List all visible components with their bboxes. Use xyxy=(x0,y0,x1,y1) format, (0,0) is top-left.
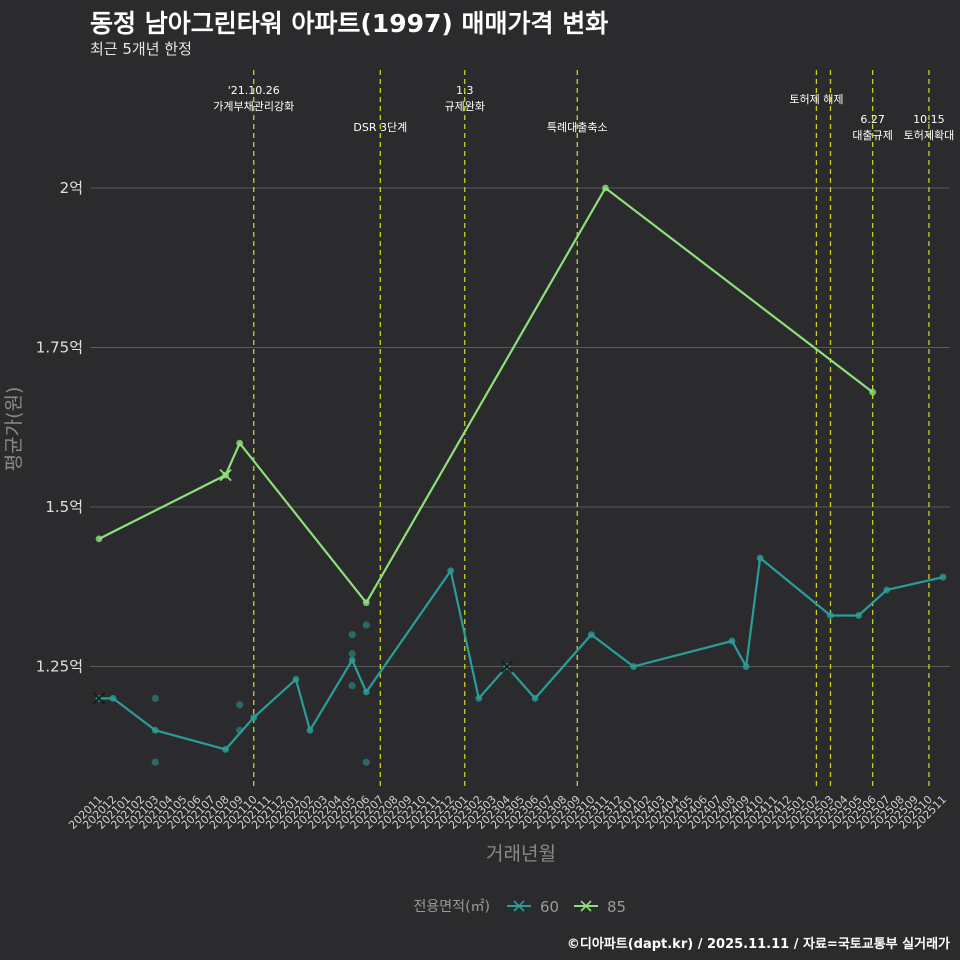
y-tick-label: 1.5억 xyxy=(45,498,83,516)
series-60-vertex xyxy=(855,612,862,619)
series-60-point xyxy=(348,650,356,658)
series-60-vertex xyxy=(362,688,370,696)
legend-title: 전용면적(㎡) xyxy=(414,899,490,915)
series-85-vertex xyxy=(602,184,609,192)
x-axis-title: 거래년월 xyxy=(486,843,556,865)
series-60-point xyxy=(236,701,244,709)
series-60-vertex xyxy=(306,726,314,734)
series-60-point xyxy=(362,621,370,629)
series-60-vertex xyxy=(531,695,539,702)
event-label: 특례대출축소 xyxy=(547,121,608,134)
event-label: 토허제확대 xyxy=(904,129,955,142)
series-60-point xyxy=(362,758,370,766)
series-60-vertex xyxy=(630,663,637,670)
legend-label-60: 60 xyxy=(540,898,559,916)
event-label: '21.10.26 xyxy=(228,84,280,97)
event-label: DSR 3단계 xyxy=(353,121,407,134)
series-60-vertex xyxy=(292,675,300,683)
chart-subtitle: 최근 5개년 한정 xyxy=(90,40,192,58)
event-label: 토허제 해제 xyxy=(789,92,843,106)
legend-label-85: 85 xyxy=(607,898,626,916)
y-tick-label: 1.75억 xyxy=(36,339,83,357)
series-60-vertex xyxy=(250,714,258,721)
series-60-vertex xyxy=(109,695,117,702)
series-60-line xyxy=(99,556,944,751)
series-60-point xyxy=(348,631,356,639)
y-tick-label: 2억 xyxy=(60,179,83,197)
series-60-cross-marker xyxy=(92,692,106,705)
series-60-cross-marker xyxy=(500,660,514,673)
y-axis-title: 평균가(원) xyxy=(3,387,25,472)
series-60-vertex xyxy=(728,637,736,645)
event-label: 10.15 xyxy=(913,113,945,126)
series-60-vertex xyxy=(587,631,595,638)
series-60-vertex xyxy=(447,567,455,575)
series-60-point xyxy=(348,682,356,690)
series-60-vertex xyxy=(827,612,834,619)
event-label: 1.3 xyxy=(456,84,474,97)
series-85-line xyxy=(98,186,874,604)
source-caption: ©디아파트(dapt.kr) / 2025.11.11 / 자료=국토교통부 실… xyxy=(566,937,950,952)
y-tick-label: 1.25억 xyxy=(36,658,83,676)
series-85-vertex xyxy=(362,599,370,607)
event-label: 규제완화 xyxy=(444,100,484,113)
series-85-cross-marker xyxy=(219,468,232,482)
series-85-vertex xyxy=(869,388,877,396)
chart-title: 동정 남아그린타워 아파트(1997) 매매가격 변화 xyxy=(90,9,609,38)
series-60-vertex xyxy=(475,695,483,702)
series-60-vertex xyxy=(348,656,356,664)
series-60-vertex xyxy=(883,586,891,594)
series-60-vertex xyxy=(756,554,764,562)
series-85-vertex xyxy=(236,439,244,447)
series-60-vertex xyxy=(151,726,159,734)
series-60-vertex xyxy=(222,746,230,753)
series-60-point xyxy=(151,694,159,703)
event-label: 가계부채관리강화 xyxy=(213,100,294,113)
series-60-vertex xyxy=(742,663,750,670)
series-85-vertex xyxy=(95,535,103,543)
series-60-point xyxy=(151,758,159,766)
event-label: 대출규제 xyxy=(852,129,892,142)
legend-key-85-cross xyxy=(580,900,592,912)
event-label: 6.27 xyxy=(860,113,885,126)
series-60-vertex xyxy=(939,573,947,581)
legend-key-60-cross xyxy=(513,900,525,912)
